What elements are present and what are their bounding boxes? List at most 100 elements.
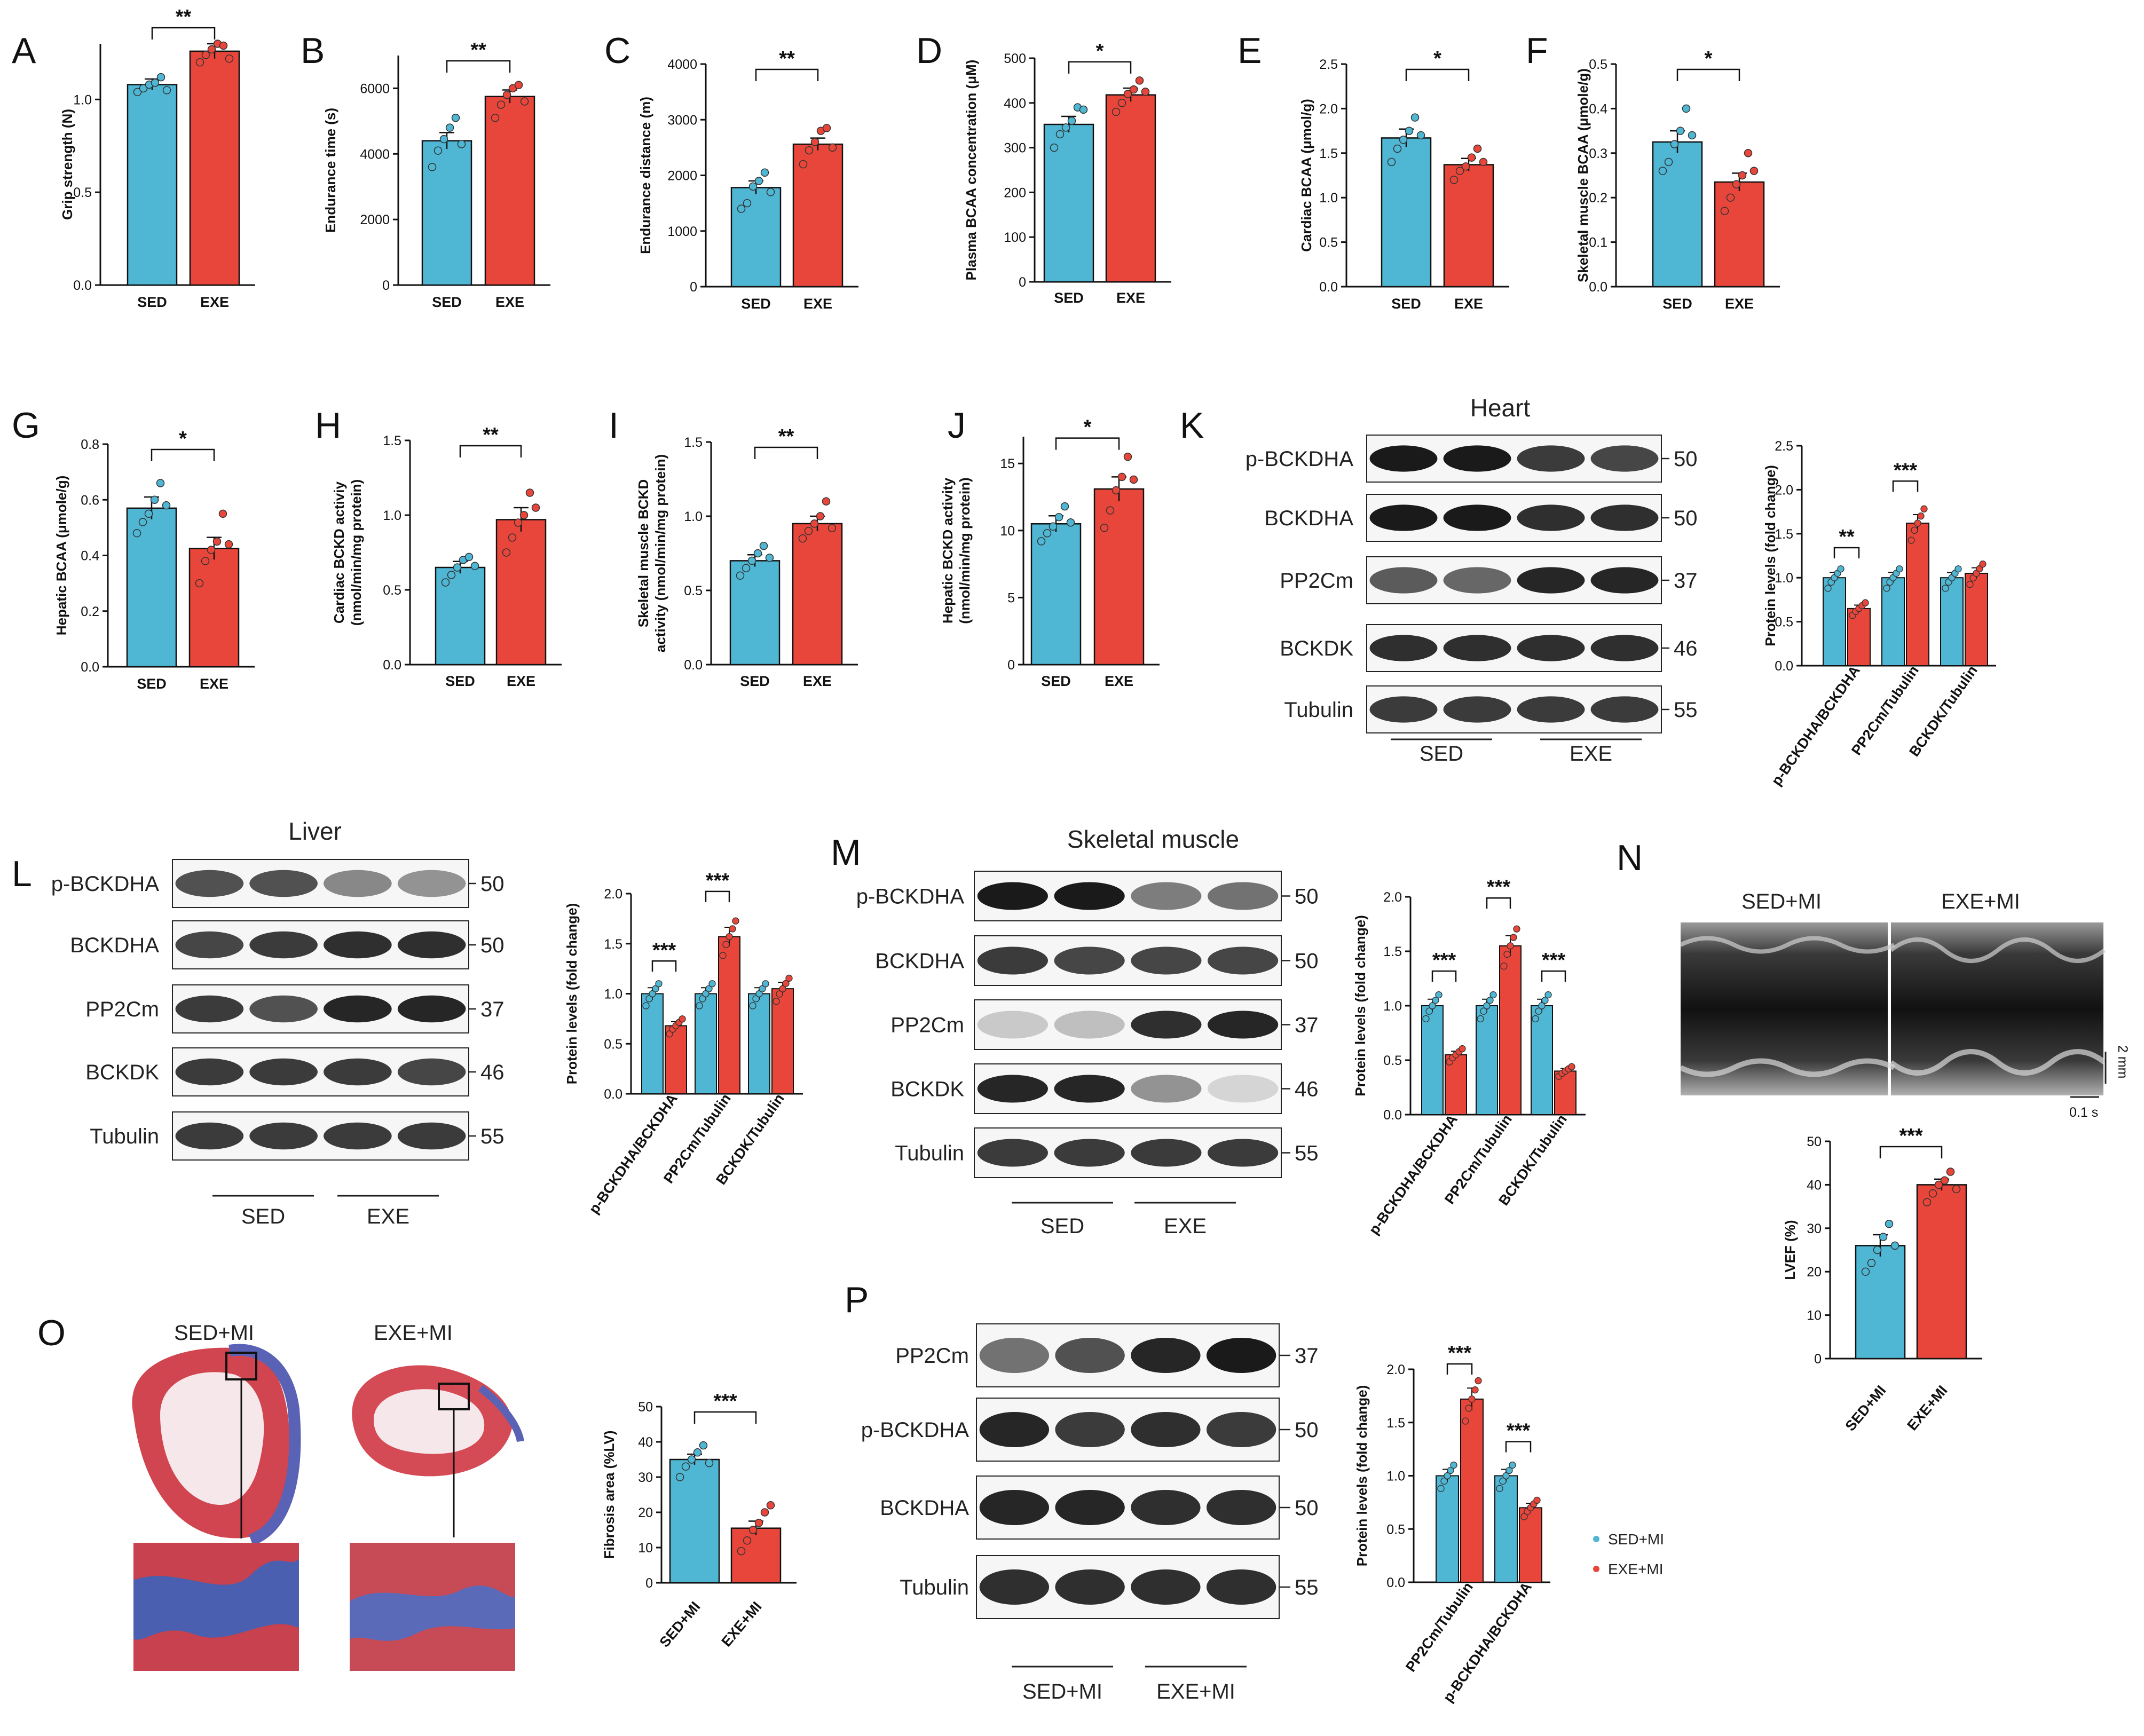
significance-bracket (1892, 480, 1919, 492)
blot-row-label: PP2Cm (890, 1014, 964, 1037)
x-tick-label: SED (445, 673, 475, 689)
y-tick-label: 30 (638, 1470, 653, 1485)
echo-wall-trace (1680, 936, 1895, 954)
blot-band (1369, 696, 1438, 723)
blot-band (249, 870, 318, 897)
kda-label: 55 (1295, 1576, 1319, 1599)
data-point (502, 90, 511, 99)
y-tick-label: 10 (1807, 1308, 1822, 1323)
data-point (782, 980, 790, 987)
data-point (1883, 585, 1890, 592)
data-point (1544, 991, 1552, 999)
significance-bracket (1676, 68, 1740, 81)
legend-marker-sed (1593, 1536, 1599, 1542)
blot-band (249, 1122, 318, 1150)
y-tick-label: 1.0 (73, 92, 92, 107)
y-axis-label: Skeletal muscle BCKD (635, 479, 651, 627)
y-tick-label: 1.0 (1319, 191, 1338, 206)
chart-d: 0 100 200 300 400 500 Plasma BCAA concentratio… (963, 40, 1171, 306)
panel-label-k: K (1180, 405, 1204, 446)
fibrosis-region-sed (228, 1344, 301, 1546)
y-tick-label: 0.1 (1589, 235, 1607, 250)
data-point (138, 518, 147, 526)
echo-wall-trace (1889, 1049, 2107, 1076)
y-tick-label: 0.0 (1775, 659, 1793, 674)
panel-label-a: A (12, 30, 36, 71)
y-axis-label: Endurance time (s) (322, 108, 338, 233)
group-label: EXE (367, 1205, 409, 1228)
y-tick-label: 200 (1004, 185, 1026, 200)
data-point (1043, 529, 1052, 538)
blot-band (397, 995, 466, 1023)
data-point (804, 527, 813, 535)
y-tick-label: 0.5 (1383, 1053, 1402, 1068)
blot-band (1369, 504, 1438, 531)
blot-band (979, 1569, 1050, 1605)
group-label: SED (1420, 742, 1463, 766)
significance-label: *** (706, 870, 730, 892)
echo-scale-label-y: 2 mm (2115, 1045, 2130, 1079)
significance-bracket (693, 1411, 757, 1424)
panel-label-g: G (12, 405, 40, 446)
blot-band (1131, 1411, 1201, 1448)
blot-band (397, 931, 466, 959)
data-point (1907, 536, 1915, 544)
significance-label: ** (1839, 526, 1855, 548)
panel-label-j: J (948, 405, 966, 446)
bar-sed (1531, 1005, 1553, 1115)
data-point (679, 1015, 686, 1023)
blot-band (1055, 1411, 1125, 1448)
significance-bracket (446, 60, 511, 73)
blot-row-label: PP2Cm (85, 998, 159, 1021)
blot-band (1590, 696, 1659, 723)
y-tick-label: 1.0 (684, 509, 703, 524)
legend-label-sed: SED+MI (1608, 1531, 1664, 1548)
bar-sed (1494, 1475, 1518, 1583)
significance-bracket (151, 448, 215, 461)
data-point (754, 1519, 763, 1527)
data-point (779, 985, 786, 992)
data-point (752, 995, 760, 1003)
blot-band (1206, 1337, 1276, 1374)
data-point (748, 182, 758, 191)
data-point (1942, 585, 1949, 592)
y-tick-label: 2.0 (1383, 890, 1402, 905)
data-point (207, 45, 216, 54)
data-point (1050, 143, 1059, 152)
data-point (1112, 486, 1121, 495)
data-point (1503, 950, 1511, 958)
blot-band (397, 1122, 466, 1150)
y-tick-label: 6000 (360, 81, 390, 96)
data-point (1129, 85, 1138, 94)
data-point (491, 113, 500, 122)
echo-label-sed: SED+MI (1741, 890, 1822, 913)
data-point (737, 204, 746, 213)
data-point (1435, 991, 1443, 999)
kda-label: 46 (1674, 637, 1698, 660)
blot-title: Heart (1470, 394, 1531, 422)
data-point (201, 557, 210, 565)
data-point (1532, 1015, 1539, 1023)
data-point (1749, 167, 1759, 175)
data-point (1410, 113, 1420, 122)
y-tick-label: 0 (1814, 1352, 1822, 1367)
significance-bracket (1068, 61, 1132, 74)
y-axis-label: (nmol/min/mg protein) (348, 479, 364, 626)
bar-sed (127, 84, 178, 286)
data-point (642, 1002, 650, 1009)
data-point (1465, 1404, 1472, 1412)
y-tick-label: 10 (1000, 524, 1015, 539)
y-tick-label: 4000 (360, 147, 390, 162)
data-point (150, 495, 159, 504)
data-point (799, 160, 808, 169)
blot-band (979, 1337, 1050, 1374)
blot-band (175, 1122, 244, 1150)
data-point (1037, 537, 1046, 546)
significance-bracket (1541, 970, 1566, 982)
data-point (1117, 99, 1126, 107)
panel-label-f: F (1526, 30, 1548, 71)
significance-label: ** (778, 425, 794, 448)
significance-bracket (1055, 437, 1120, 450)
data-point (705, 1458, 714, 1467)
kda-label: 46 (1295, 1078, 1319, 1101)
